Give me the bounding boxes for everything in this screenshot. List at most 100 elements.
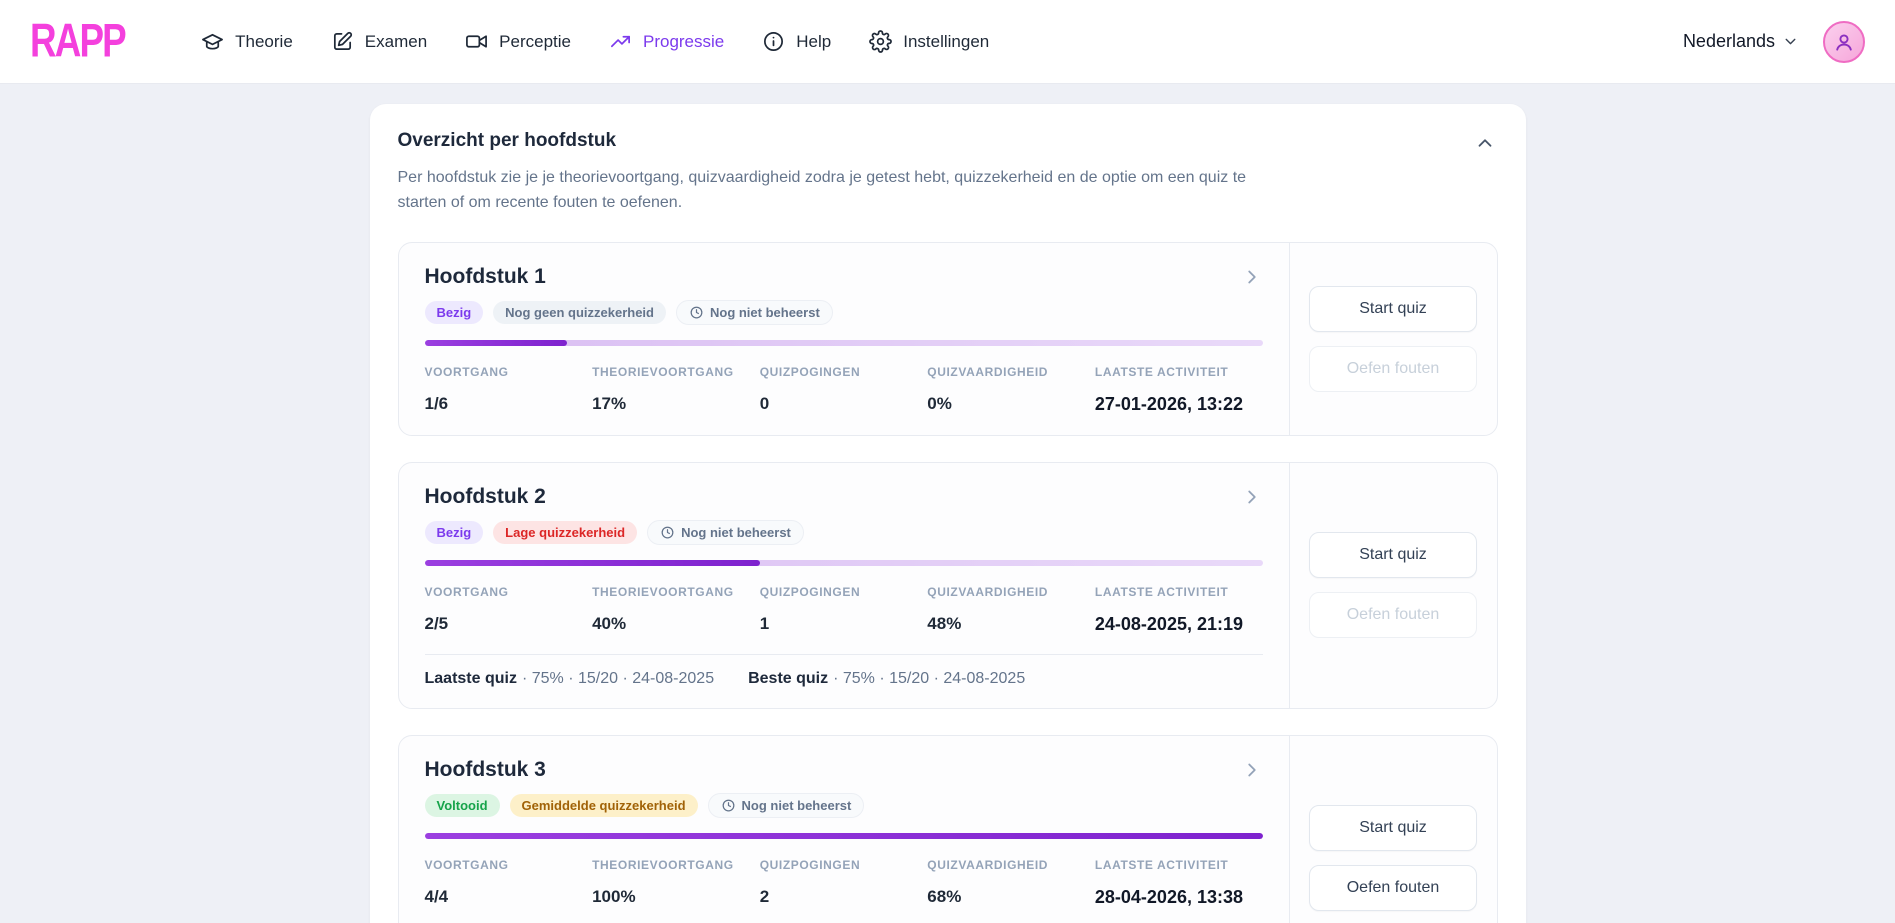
stat-value-quizvaardigheid: 48%	[927, 613, 962, 633]
stat-value-quizpogingen: 0	[759, 393, 770, 413]
gear-icon	[869, 30, 893, 53]
overview-description: Per hoofdstuk zie je je theorievoortgang…	[397, 169, 1247, 211]
stat-label: Voortgang	[424, 857, 509, 872]
mastery-badge-label: Nog niet beheerst	[709, 304, 820, 320]
last-quiz-stat: Laatste quiz · 75% · 15/20 · 24-08-2025	[425, 670, 715, 688]
nav-label: Examen	[364, 31, 428, 51]
stat-value-quizvaardigheid: 0%	[927, 393, 952, 413]
stat-label: Laatste activiteit	[1094, 364, 1229, 379]
top-navigation-bar: RAPP Theorie Examen Perceptie Progressie…	[0, 0, 1895, 84]
nav-item-progressie[interactable]: Progressie	[597, 20, 736, 63]
badge-row: Bezig Lage quizzekerheid Nog niet beheer…	[424, 519, 1263, 545]
stat-label: Theorievoortgang	[592, 364, 734, 379]
stat-label: Theorievoortgang	[592, 857, 734, 872]
stat-value-theorievoortgang: 17%	[592, 393, 627, 413]
nav-item-examen[interactable]: Examen	[319, 20, 439, 63]
oefen-fouten-button[interactable]: Oefen fouten	[1309, 865, 1477, 912]
chapter-title: Hoofdstuk 3	[424, 757, 546, 781]
stat-value-quizpogingen: 1	[759, 613, 770, 633]
best-quiz-label: Beste quiz	[748, 669, 829, 687]
clock-icon	[661, 526, 674, 539]
chapter-actions: Start quiz Oefen fouten	[1288, 735, 1497, 923]
stat-label: Quizvaardigheid	[927, 364, 1049, 379]
mastery-badge: Nog niet beheerst	[647, 519, 804, 545]
collapse-button[interactable]	[1472, 130, 1498, 156]
chevron-up-icon	[1478, 139, 1491, 147]
quiz-certainty-badge: Lage quizzekerheid	[493, 520, 638, 544]
stat-value-voortgang: 1/6	[424, 393, 449, 413]
mastery-badge-label: Nog niet beheerst	[681, 524, 791, 540]
best-quiz-detail: · 75% · 15/20 · 24-08-2025	[833, 669, 1026, 687]
status-badge: Bezig	[424, 300, 484, 324]
chapter-card-2: Hoofdstuk 2 Bezig Lage quizzekerheid Nog…	[397, 461, 1498, 709]
stat-label: Theorievoortgang	[592, 584, 734, 599]
language-label: Nederlands	[1682, 31, 1775, 51]
nav-item-theorie[interactable]: Theorie	[189, 20, 305, 63]
language-selector[interactable]: Nederlands	[1683, 31, 1799, 52]
stat-label: Quizpogingen	[759, 364, 861, 379]
stat-label: Quizpogingen	[759, 857, 861, 872]
oefen-fouten-button[interactable]: Oefen fouten	[1309, 592, 1477, 639]
stat-value-voortgang: 2/5	[424, 613, 449, 633]
nav-item-help[interactable]: Help	[750, 20, 843, 63]
stat-value-laatste-activiteit: 24-08-2025, 21:19	[1094, 613, 1244, 634]
stat-label: Laatste activiteit	[1094, 584, 1229, 599]
chapter-title: Hoofdstuk 2	[424, 484, 546, 508]
video-camera-icon	[466, 35, 488, 48]
stat-value-laatste-activiteit: 28-04-2026, 13:38	[1094, 886, 1244, 907]
chapter-actions: Start quiz Oefen fouten	[1288, 462, 1497, 708]
clock-icon	[722, 799, 734, 812]
edit-icon	[333, 31, 352, 51]
chapter-card-3: Hoofdstuk 3 Voltooid Gemiddelde quizzeke…	[397, 734, 1498, 923]
stat-value-theorievoortgang: 100%	[592, 886, 636, 906]
stat-value-laatste-activiteit: 27-01-2026, 13:22	[1094, 393, 1244, 414]
stat-label: Voortgang	[424, 364, 509, 379]
mastery-badge: Nog niet beheerst	[707, 792, 865, 818]
start-quiz-button[interactable]: Start quiz	[1309, 285, 1477, 332]
stat-label: Voortgang	[424, 584, 509, 599]
stats-grid: Voortgang Theorievoortgang Quizpogingen …	[425, 585, 1263, 635]
clock-icon	[690, 306, 703, 319]
chevron-right-icon[interactable]	[1241, 486, 1263, 508]
best-quiz-stat: Beste quiz · 75% · 15/20 · 24-08-2025	[748, 670, 1025, 688]
user-icon	[1836, 33, 1852, 51]
chevron-down-icon	[1785, 38, 1796, 45]
chapter-card-1: Hoofdstuk 1 Bezig Nog geen quizzekerheid…	[397, 241, 1498, 436]
oefen-fouten-button[interactable]: Oefen fouten	[1309, 345, 1477, 392]
progress-bar	[424, 559, 1263, 566]
status-badge: Bezig	[424, 520, 484, 544]
nav-label: Instellingen	[903, 31, 990, 51]
mastery-badge: Nog niet beheerst	[675, 299, 833, 325]
stat-label: Laatste activiteit	[1094, 857, 1229, 872]
header-right: Nederlands	[1683, 20, 1865, 63]
main-content: Overzicht per hoofdstuk Per hoofdstuk zi…	[0, 84, 1895, 923]
stat-value-quizvaardigheid: 68%	[927, 886, 962, 906]
progress-fill	[424, 559, 760, 566]
badge-row: Voltooid Gemiddelde quizzekerheid Nog ni…	[424, 792, 1263, 818]
app-logo: RAPP	[30, 14, 127, 67]
stat-label: Quizvaardigheid	[927, 857, 1049, 872]
chapter-main: Hoofdstuk 2 Bezig Lage quizzekerheid Nog…	[399, 463, 1289, 708]
status-badge: Voltooid	[424, 793, 500, 817]
progress-bar	[424, 339, 1263, 346]
badge-row: Bezig Nog geen quizzekerheid Nog niet be…	[424, 299, 1263, 325]
last-quiz-label: Laatste quiz	[424, 669, 517, 687]
nav-label: Progressie	[642, 31, 725, 51]
overview-panel: Overzicht per hoofdstuk Per hoofdstuk zi…	[369, 104, 1526, 923]
chapter-main: Hoofdstuk 1 Bezig Nog geen quizzekerheid…	[399, 243, 1289, 435]
chevron-right-icon[interactable]	[1241, 266, 1263, 288]
page-title: Overzicht per hoofdstuk	[397, 130, 617, 151]
quiz-summary: Laatste quiz · 75% · 15/20 · 24-08-2025 B…	[424, 653, 1263, 688]
stats-grid: Voortgang Theorievoortgang Quizpogingen …	[425, 365, 1263, 415]
avatar[interactable]	[1823, 20, 1865, 63]
nav-item-perceptie[interactable]: Perceptie	[453, 20, 583, 63]
chevron-right-icon[interactable]	[1241, 759, 1263, 781]
start-quiz-button[interactable]: Start quiz	[1309, 532, 1477, 579]
nav-item-instellingen[interactable]: Instellingen	[857, 20, 1001, 63]
mastery-badge-label: Nog niet beheerst	[741, 797, 852, 813]
info-icon	[764, 32, 784, 51]
stat-value-theorievoortgang: 40%	[592, 613, 627, 633]
start-quiz-button[interactable]: Start quiz	[1309, 805, 1477, 852]
stat-value-quizpogingen: 2	[759, 886, 770, 906]
chapter-actions: Start quiz Oefen fouten	[1288, 242, 1497, 435]
